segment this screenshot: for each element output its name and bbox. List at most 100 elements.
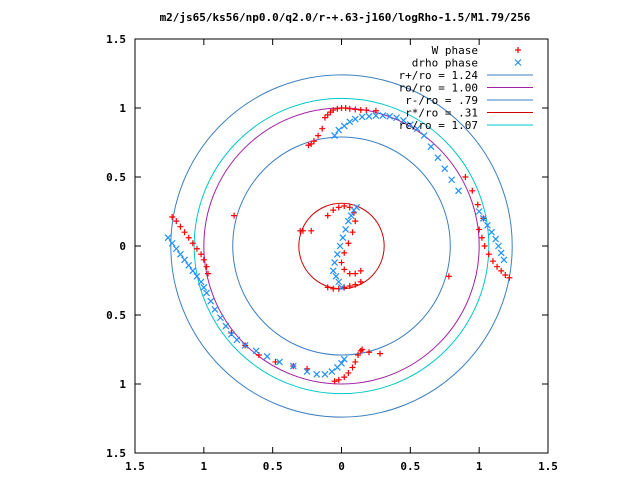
drho-phase-point <box>211 306 219 313</box>
w-phase-point <box>366 349 373 356</box>
w-phase-point <box>177 223 184 230</box>
w-phase-point <box>342 105 349 111</box>
drho-phase-point <box>252 347 260 355</box>
w-phase-point <box>341 202 348 209</box>
y-tick-label: 0 <box>119 240 126 253</box>
w-phase-point <box>308 140 315 147</box>
drho-phase-point <box>177 250 184 258</box>
drho-phase-point <box>200 283 208 291</box>
drho-phase-point <box>434 154 442 162</box>
drho-phase-point <box>332 272 340 280</box>
drho-phase-point <box>346 118 354 126</box>
w-phase-point <box>357 347 364 354</box>
drho-phase-point <box>193 272 201 280</box>
drho-phase-point <box>338 283 345 291</box>
drho-phase-point <box>427 143 435 151</box>
drho-phase-point <box>488 228 495 236</box>
w-phase-point <box>478 234 485 241</box>
drho-phase-point <box>448 176 456 184</box>
drho-phase-point <box>400 116 407 124</box>
w-phase-point <box>355 352 362 359</box>
w-phase-point <box>346 105 353 112</box>
w-phase-point <box>445 273 452 280</box>
w-phase-point <box>341 374 348 381</box>
w-phase-point <box>352 358 359 365</box>
w-phase-point <box>498 267 505 274</box>
w-phase-point <box>338 259 345 266</box>
legend-label: ro/ro = 1.00 <box>399 82 478 95</box>
drho-phase-point <box>329 267 337 275</box>
drho-phase-point <box>365 112 373 120</box>
w-phase-point <box>489 258 496 265</box>
drho-phase-point <box>227 330 235 338</box>
w-phase-point <box>198 251 205 258</box>
w-phase-point <box>297 227 304 234</box>
drho-phase-point <box>222 322 230 330</box>
point-series <box>164 105 513 385</box>
drho-phase-point <box>441 165 449 173</box>
legend-label: rc/ro = 1.07 <box>399 119 478 132</box>
drho-phase-point <box>500 256 508 264</box>
w-phase-point <box>357 267 364 274</box>
w-phase-point <box>321 114 328 121</box>
w-phase-point <box>324 111 331 118</box>
drho-phase-point <box>338 359 345 367</box>
w-phase-point <box>474 201 481 208</box>
w-phase-point <box>181 229 188 236</box>
x-tick-label: 1.5 <box>125 460 145 473</box>
drho-phase-point <box>455 187 462 195</box>
drho-phase-point <box>333 250 341 258</box>
w-phase-point <box>345 240 352 247</box>
drho-phase-point <box>353 203 361 211</box>
w-phase-point <box>324 284 331 291</box>
drho-phase-point <box>492 235 500 243</box>
drho-phase-point <box>313 370 321 378</box>
legend-label: r*/ro = .31 <box>405 107 478 120</box>
w-phase-point <box>341 266 348 273</box>
w-phase-point <box>481 243 488 249</box>
drho-phase-point <box>344 217 352 225</box>
w-phase-point <box>377 350 384 357</box>
drho-phase-point <box>497 249 505 257</box>
drho-phase-point <box>347 212 355 220</box>
w-phase-point <box>335 376 342 383</box>
legend-label: r-/ro = .79 <box>405 94 478 107</box>
drho-phase-point <box>164 234 172 242</box>
legend-label: r+/ro = 1.24 <box>399 69 479 82</box>
drho-phase-point <box>475 208 483 215</box>
drho-phase-point <box>351 115 359 123</box>
drho-phase-point <box>340 355 348 363</box>
w-phase-point <box>189 240 196 247</box>
y-tick-label: 1.5 <box>106 33 126 46</box>
w-phase-point <box>506 274 513 281</box>
w-phase-point <box>363 107 370 114</box>
x-tick-label: 0.5 <box>263 460 283 473</box>
w-phase-point <box>357 278 364 285</box>
drho-phase-point <box>216 314 224 322</box>
w-phase-point <box>462 174 469 180</box>
drho-phase-point <box>263 352 271 360</box>
circle-series-line <box>170 74 513 418</box>
w-phase-point <box>173 218 180 225</box>
drho-phase-point <box>189 267 197 275</box>
x-tick-label: 1 <box>201 460 208 473</box>
circle-series-line <box>232 136 451 356</box>
drho-phase-point <box>406 121 414 128</box>
w-phase-point <box>185 234 192 241</box>
drho-phase-point <box>185 261 193 269</box>
w-phase-point <box>345 369 352 376</box>
w-phase-point <box>272 358 279 365</box>
x-tick-label: 1 <box>476 460 483 473</box>
drho-phase-point <box>331 132 339 140</box>
legend-swatch <box>514 59 522 66</box>
w-phase-point <box>357 107 364 114</box>
w-phase-point <box>193 245 200 252</box>
y-tick-label: 1 <box>119 102 126 115</box>
w-phase-point <box>352 281 359 288</box>
w-phase-point <box>346 270 353 277</box>
drho-phase-point <box>479 214 487 222</box>
x-tick-label: 0 <box>338 460 345 473</box>
w-phase-point <box>341 249 348 256</box>
